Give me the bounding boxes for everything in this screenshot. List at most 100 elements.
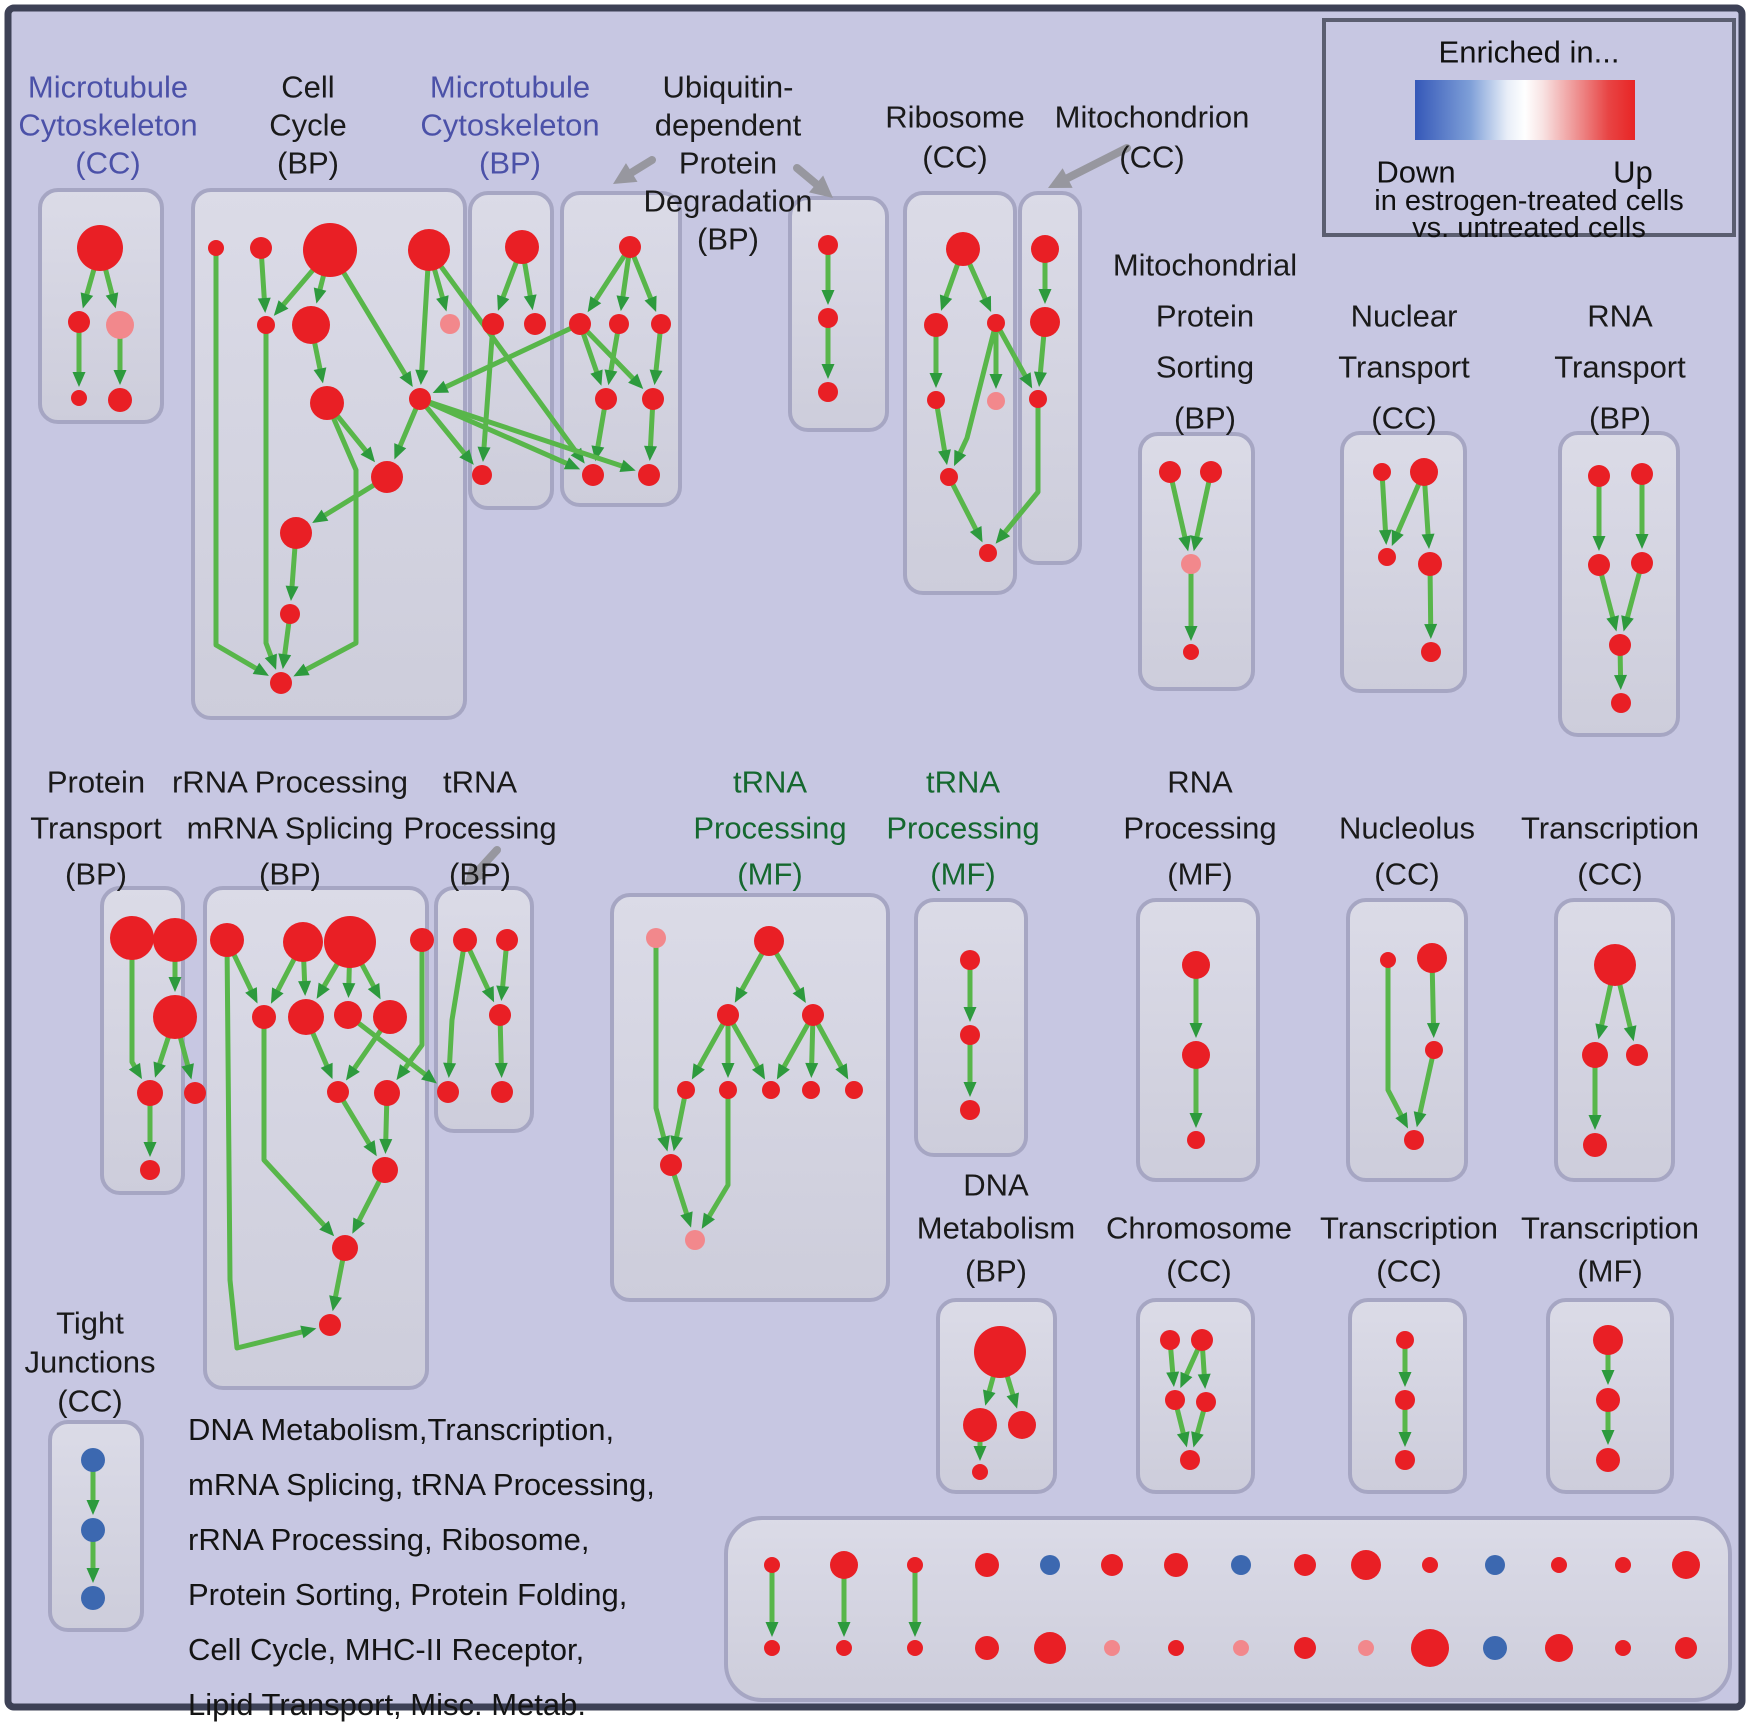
cluster-label-rrna-processing-mrna-splicing-bp: mRNA Splicing [187,811,394,846]
go-node [482,313,504,335]
go-node [836,1640,852,1656]
go-node [372,1157,398,1183]
go-edge-head [837,1622,851,1637]
go-node [1034,1632,1066,1664]
ubiquitin-arrow-right-head [809,175,833,198]
go-edge-head [1424,623,1438,640]
go-node [1294,1637,1316,1659]
go-node [1410,458,1438,486]
go-node [1411,1629,1449,1667]
cluster-label-rna-transport-bp: Transport [1554,350,1686,385]
go-node [651,314,671,334]
cluster-label-mitochondrion-cc: (CC) [1119,140,1184,175]
go-edge-head [345,1064,360,1081]
cluster-label-ubiquitin-dependent-protein-degradation-bp: Protein [679,146,777,181]
go-node [802,1081,820,1099]
go-node [496,929,518,951]
go-edge-head [394,443,407,460]
cluster-label-trna-processing-mf-2: tRNA [926,765,1000,800]
cluster-box-ribosome-cc [903,191,1017,595]
go-node [1483,1636,1507,1660]
go-node [960,950,980,970]
go-node [1615,1640,1631,1656]
go-node [1180,1450,1200,1470]
go-node [1231,1555,1251,1575]
go-node [1631,552,1653,574]
go-node [1159,461,1181,483]
go-node [764,1640,780,1656]
cluster-box-nuclear-transport-cc [1340,431,1467,693]
go-edge-head [363,1140,377,1157]
cluster-label-transcription-cc-2: (CC) [1376,1254,1441,1289]
go-node [963,1408,997,1442]
go-edge-head [128,1062,142,1080]
go-edge-head [1595,1023,1609,1040]
go-node [960,1025,980,1045]
go-edge-head [821,290,835,305]
cluster-box-trna-processing-mf-1 [610,893,890,1302]
cluster-label-protein-transport-bp: Transport [30,811,162,846]
go-node [972,1464,988,1480]
go-node [283,922,323,962]
go-node [1040,1555,1060,1575]
go-edge-head [257,297,271,314]
go-node [927,391,945,409]
go-node [453,928,477,952]
go-edge-head [1592,536,1606,551]
go-edge-head [1421,533,1435,550]
uncategorized-terms-caption: DNA Metabolism,Transcription, mRNA Splic… [188,1402,655,1732]
go-edge-head [1413,1111,1427,1128]
go-edge-head [1178,535,1192,552]
go-node [491,1081,513,1103]
cluster-box-mitochondrion-cc [1018,191,1082,565]
go-cross-edge-head [619,459,636,473]
go-edge-head [1395,1112,1409,1129]
go-node [802,1004,824,1026]
go-node [292,306,330,344]
ubiquitin-arrow-left-head [613,163,638,184]
cluster-label-trna-processing-bp: Processing [403,811,556,846]
go-node [1200,461,1222,483]
go-edge-head [342,982,356,999]
go-edge-head [1038,289,1052,304]
go-edge-head [1635,534,1649,549]
cluster-label-nucleolus-cc: Nucleolus [1339,811,1475,846]
cluster-label-rrna-processing-mrna-splicing-bp: (BP) [259,857,321,892]
go-node [77,225,123,271]
legend-down-label: Down [1376,155,1455,190]
go-node [1380,952,1396,968]
cluster-label-ubiquitin-dependent-protein-degradation-bp: Degradation [644,184,813,219]
legend-gradient-bar [1415,80,1635,140]
cluster-label-rna-transport-bp: RNA [1587,299,1653,334]
go-node [332,1235,358,1261]
go-edge-head [1189,1113,1203,1128]
go-node [210,923,244,957]
go-edge-head [644,295,657,312]
go-node [1182,1041,1210,1069]
go-node [1187,1131,1205,1149]
cluster-label-microtubule-cytoskeleton-cc: Cytoskeleton [18,108,197,143]
go-node [1422,1557,1438,1573]
go-node [960,1100,980,1120]
go-edge-head [497,294,510,311]
go-node [1378,548,1396,566]
go-node [371,461,403,493]
go-edge-head [1623,1025,1637,1042]
go-edge-head [616,295,630,312]
go-node [1168,1640,1184,1656]
go-edge-head [1588,1115,1602,1130]
go-edge-head [245,987,258,1004]
go-node [1485,1555,1505,1575]
go-edge-head [113,370,127,385]
go-node [1008,1411,1036,1439]
go-edge-head [680,1211,693,1228]
cluster-label-dna-metabolism-bp: DNA [963,1168,1029,1203]
cluster-box-microtubule-cytoskeleton-cc [38,188,164,424]
go-node [1396,1331,1414,1349]
cluster-label-mitochondrial-protein-sorting-bp: Protein [1156,299,1254,334]
go-edge [1385,957,1404,1118]
cluster-label-transcription-cc-2: Transcription [1320,1211,1498,1246]
go-edge-head [1621,615,1634,632]
go-node [975,1636,999,1660]
go-node [754,926,784,956]
